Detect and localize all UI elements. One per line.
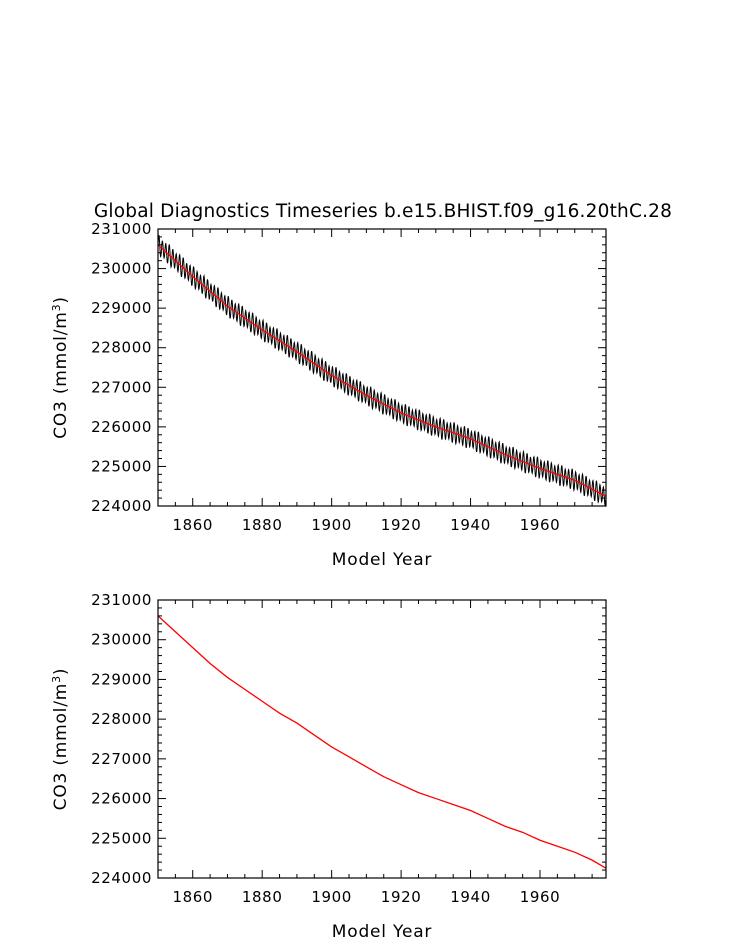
bottom-y-tick-label: 227000 — [91, 750, 152, 768]
top-x-tick-label: 1900 — [311, 516, 352, 534]
top-x-axis-title: Model Year — [332, 550, 432, 570]
bottom-series-layer — [157, 615, 606, 869]
top-y-tick-label: 226000 — [91, 418, 152, 436]
bottom-tick-labels: 1860 1880 1900 1920 1940 1960 224000 225000 2260… — [91, 591, 560, 906]
bottom-series-line-0 — [157, 615, 606, 869]
bottom-x-tick-label: 1900 — [311, 888, 352, 906]
top-y-tick-label: 230000 — [91, 260, 152, 278]
top-y-axis-title: CO3 (mmol/m3) — [50, 296, 71, 439]
top-y-tick-label: 225000 — [91, 457, 152, 475]
top-x-tick-label: 1860 — [172, 516, 213, 534]
top-series-line-0 — [157, 234, 607, 508]
bottom-y-axis-title: CO3 (mmol/m3) — [50, 668, 71, 811]
bottom-y-axis-title-superscript: 3 — [50, 675, 63, 683]
top-ticks — [157, 228, 606, 507]
bottom-y-tick-label: 229000 — [91, 670, 152, 688]
bottom-y-tick-label: 225000 — [91, 829, 152, 847]
bottom-x-tick-label: 1860 — [172, 888, 213, 906]
top-y-axis-title-superscript: 3 — [50, 304, 63, 312]
bottom-y-tick-label: 226000 — [91, 790, 152, 808]
top-tick-labels: 1860 1880 1900 1920 1940 1960 224000 225000 2260… — [91, 220, 560, 534]
bottom-x-tick-label: 1880 — [242, 888, 283, 906]
bottom-x-axis-title: Model Year — [332, 922, 432, 942]
top-series-line-1 — [157, 244, 606, 497]
figure-title: Global Diagnostics Timeseries b.e15.BHIS… — [94, 201, 672, 222]
bottom-panel: 1860 1880 1900 1920 1940 1960 224000 225000 2260… — [50, 591, 607, 942]
top-y-tick-label: 227000 — [91, 378, 152, 396]
bottom-x-tick-label: 1960 — [520, 888, 561, 906]
top-panel: 1860 1880 1900 1920 1940 1960 224000 225000 2260… — [50, 220, 607, 570]
bottom-y-axis-title-main: CO3 (mmol/m — [51, 683, 71, 810]
bottom-plot-frame — [157, 599, 607, 879]
bottom-ticks — [157, 599, 606, 879]
top-y-tick-label: 224000 — [91, 497, 152, 515]
top-plot-frame — [157, 228, 607, 507]
top-x-tick-label: 1960 — [520, 516, 561, 534]
top-y-axis-title-close: ) — [51, 296, 71, 303]
top-x-tick-label: 1920 — [381, 516, 422, 534]
bottom-y-tick-label: 224000 — [91, 869, 152, 887]
bottom-x-tick-label: 1940 — [450, 888, 491, 906]
top-x-tick-label: 1880 — [242, 516, 283, 534]
bottom-y-axis-title-close: ) — [51, 668, 71, 675]
top-y-axis-title-main: CO3 (mmol/m — [51, 311, 71, 438]
top-y-tick-label: 229000 — [91, 299, 152, 317]
top-series-layer — [157, 234, 607, 508]
bottom-x-tick-label: 1920 — [381, 888, 422, 906]
bottom-y-tick-label: 228000 — [91, 710, 152, 728]
bottom-y-tick-label: 230000 — [91, 631, 152, 649]
top-y-tick-label: 231000 — [91, 220, 152, 238]
top-y-tick-label: 228000 — [91, 339, 152, 357]
top-x-tick-label: 1940 — [450, 516, 491, 534]
bottom-y-tick-label: 231000 — [91, 591, 152, 609]
